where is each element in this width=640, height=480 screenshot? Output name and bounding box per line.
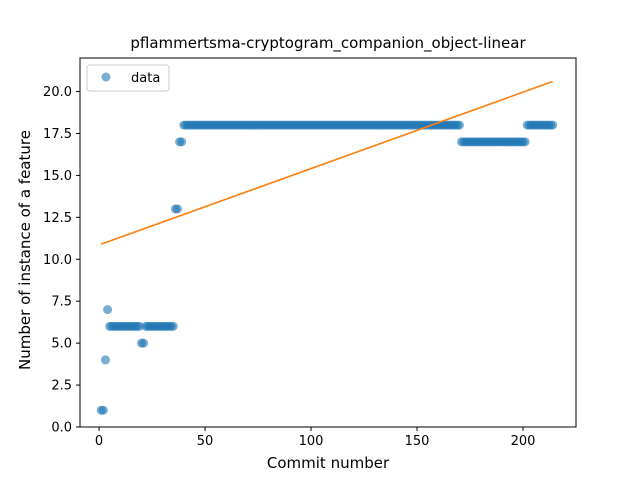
data-point — [520, 137, 530, 147]
data-point — [100, 355, 110, 365]
plot-area — [96, 80, 558, 415]
legend-box — [86, 64, 170, 92]
data-point — [103, 305, 113, 315]
legend: data — [86, 64, 170, 92]
y-tick-label: 2.5 — [51, 379, 72, 394]
data-point — [134, 321, 144, 331]
plot-frame — [79, 57, 577, 428]
data-point — [139, 338, 149, 348]
y-tick-label: 20.0 — [43, 85, 72, 100]
y-tick-label: 17.5 — [43, 127, 72, 142]
x-axis-label: Commit number — [267, 454, 390, 472]
x-tick-label: 150 — [405, 434, 430, 449]
x-tick-label: 100 — [299, 434, 324, 449]
y-tick-label: 15.0 — [43, 169, 72, 184]
y-axis: 0.0 2.5 5.0 7.5 10.0 12.5 15.0 17.5 20.0 — [43, 85, 80, 436]
y-tick-label: 5.0 — [51, 337, 72, 352]
data-point — [168, 321, 178, 331]
chart-title: pflammertsma-cryptogram_companion_object… — [130, 34, 526, 53]
y-tick-label: 10.0 — [43, 253, 72, 268]
data-point — [548, 120, 558, 130]
x-tick-label: 200 — [511, 434, 536, 449]
x-tick-label: 0 — [95, 434, 103, 449]
data-point — [98, 405, 108, 415]
data-point — [454, 120, 464, 130]
legend-marker-data — [101, 72, 111, 82]
data-point — [173, 204, 183, 214]
x-tick-label: 50 — [197, 434, 214, 449]
y-tick-label: 7.5 — [51, 295, 72, 310]
data-point — [177, 137, 187, 147]
legend-label-data: data — [131, 71, 160, 86]
y-tick-label: 0.0 — [51, 421, 72, 436]
linear-fit-line — [100, 80, 553, 245]
y-tick-label: 12.5 — [43, 211, 72, 226]
y-axis-label: Number of instance of a feature — [16, 130, 34, 370]
x-axis: 0 50 100 150 200 — [95, 427, 535, 449]
